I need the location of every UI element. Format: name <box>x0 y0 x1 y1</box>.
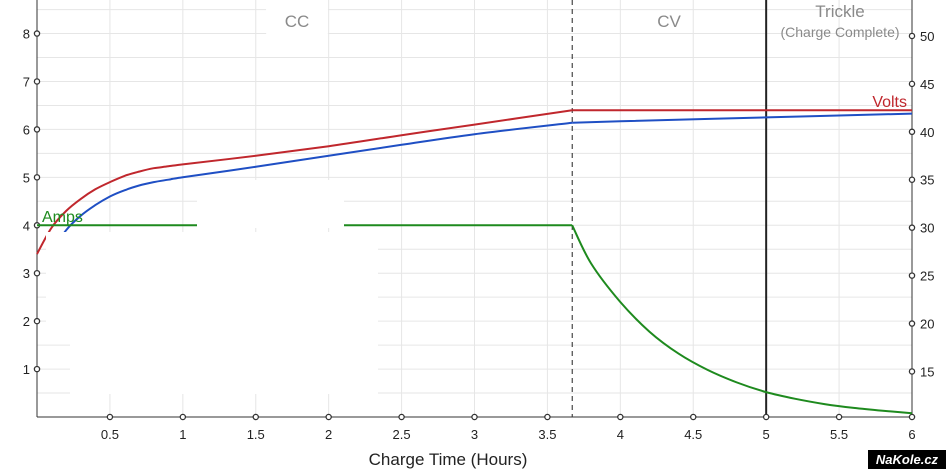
x-tick-label: 3.5 <box>538 427 556 442</box>
y-right-tick-marker <box>908 368 916 375</box>
x-tick-marker <box>471 413 478 421</box>
x-tick-marker <box>690 413 697 421</box>
y-right-tick-label: 30 <box>920 221 934 236</box>
y-right-tick-label: 15 <box>920 364 934 379</box>
y-left-tick-label: 1 <box>23 362 30 377</box>
x-tick-label: 1 <box>179 427 186 442</box>
y-left-tick-marker <box>33 365 41 373</box>
x-tick-label: 2 <box>325 427 332 442</box>
x-tick-marker <box>179 413 187 421</box>
watermark: NaKole.cz <box>868 450 946 469</box>
y-left-tick-marker <box>33 269 41 277</box>
series-label-volts: Volts <box>872 94 907 111</box>
series-line-amps <box>571 224 913 415</box>
y-left-tick-marker <box>33 317 41 325</box>
x-tick-label: 5 <box>763 427 770 442</box>
y-right-tick-marker <box>908 80 916 88</box>
x-tick-marker <box>835 413 843 421</box>
phase-sublabel: (Charge Complete) <box>780 24 899 40</box>
phase-label-box <box>266 3 328 39</box>
series-labels: Volts Amps <box>42 94 907 226</box>
x-tick-label: 6 <box>908 427 915 442</box>
y-right-tick-marker <box>908 128 916 136</box>
y-left-tick-label: 2 <box>23 314 30 329</box>
x-tick-label: 2.5 <box>393 427 411 442</box>
series-line-volts <box>36 109 573 255</box>
y-right-tick-marker <box>908 32 916 40</box>
y-left-tick-label: 5 <box>23 170 30 185</box>
phase-regions: CC CV Trickle (Charge Complete) <box>266 2 900 40</box>
x-tick-label: 4.5 <box>684 427 702 442</box>
y-left-tick-marker <box>33 174 41 181</box>
cover-patches <box>46 180 378 394</box>
x-tick-marker <box>762 413 770 421</box>
x-tick-marker <box>252 413 259 421</box>
y-left-tick-label: 7 <box>23 74 30 89</box>
x-tick-marker <box>106 413 114 421</box>
y-right-tick-marker <box>908 272 916 279</box>
cover-patch-upper <box>197 180 344 228</box>
y-left-tick-label: 4 <box>23 218 30 233</box>
axes: 0.5 1 1.5 2 2.5 3 3.5 4 4.5 5 5.5 61234567815202530… <box>23 0 934 442</box>
series-label-amps: Amps <box>42 209 83 226</box>
x-tick-label: 4 <box>617 427 624 442</box>
watermark-box <box>868 450 946 469</box>
watermark-text: NaKole.cz <box>876 452 939 467</box>
x-tick-marker <box>908 413 916 421</box>
y-left-tick-marker <box>33 78 41 85</box>
y-right-tick-marker <box>908 176 916 183</box>
phase-label: CC <box>285 12 310 31</box>
x-tick-marker <box>544 413 551 421</box>
series-line-blue <box>572 112 913 124</box>
x-tick-marker <box>325 413 332 421</box>
y-right-tick-label: 45 <box>920 77 934 92</box>
y-right-tick-label: 20 <box>920 317 934 332</box>
y-left-tick-label: 8 <box>23 27 30 42</box>
x-axis-title: Charge Time (Hours) <box>369 450 528 469</box>
y-left-tick-label: 3 <box>23 266 30 281</box>
y-left-tick-label: 6 <box>23 122 30 137</box>
x-tick-marker <box>617 413 624 421</box>
y-right-tick-label: 50 <box>920 29 934 44</box>
y-right-tick-label: 25 <box>920 269 934 284</box>
y-right-tick-label: 35 <box>920 173 934 188</box>
x-tick-label: 5.5 <box>830 427 848 442</box>
cover-patch-main <box>70 232 378 394</box>
series-line-blue <box>58 121 573 243</box>
y-left-tick-marker <box>33 30 41 37</box>
x-tick-label: 0.5 <box>101 427 119 442</box>
y-right-tick-marker <box>908 320 916 327</box>
x-tick-label: 1.5 <box>247 427 265 442</box>
phase-label: Trickle <box>815 2 864 21</box>
phase-label: CV <box>657 12 681 31</box>
y-left-tick-marker <box>33 126 41 133</box>
y-right-tick-marker <box>908 224 916 231</box>
y-right-tick-label: 40 <box>920 125 934 140</box>
x-tick-marker <box>398 413 405 421</box>
x-tick-label: 3 <box>471 427 478 442</box>
